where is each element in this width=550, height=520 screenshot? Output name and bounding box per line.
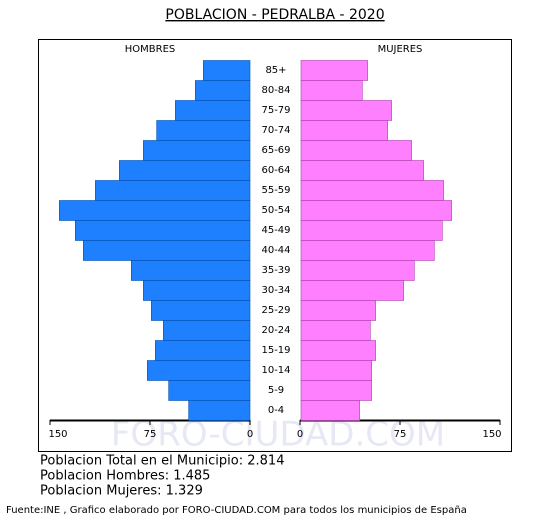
bar-women [300,380,372,401]
age-label: 40-44 [261,245,290,256]
bar-men [188,400,251,421]
bar-men [151,300,251,321]
source: Fuente:INE , Grafico elaborado por FORO-… [6,505,467,516]
bar-men [195,80,251,101]
bar-women [300,160,424,181]
legend-mujeres: MUJERES [378,44,423,55]
legend-hombres: HOMBRES [125,44,176,55]
bar-men [168,380,251,401]
age-label: 5-9 [268,385,284,396]
bar-women [300,120,388,141]
age-label: 55-59 [261,185,290,196]
bar-men [156,120,251,141]
bar-men [95,180,251,201]
x-tick-label: 150 [482,429,501,440]
age-label: 65-69 [261,145,290,156]
chart-title: POBLACION - PEDRALBA - 2020 [165,7,384,23]
age-label: 45-49 [261,225,290,236]
bar-men [203,60,251,81]
bar-women [300,80,363,101]
bar-women [300,100,392,121]
age-label: 60-64 [261,165,290,176]
bar-men [147,360,251,381]
bar-men [175,100,251,121]
bar-women [300,140,412,161]
age-label: 30-34 [261,285,290,296]
age-label: 75-79 [261,105,290,116]
age-label: 85+ [265,65,286,76]
age-label: 25-29 [261,305,290,316]
summary-men: Poblacion Hombres: 1.485 [40,469,210,484]
bar-men [131,260,251,281]
bar-men [155,340,251,361]
age-label: 80-84 [261,85,290,96]
bar-women [300,240,435,261]
bar-women [300,260,415,281]
bar-women [300,200,452,221]
age-label: 0-4 [268,405,284,416]
age-label: 35-39 [261,265,290,276]
bar-men [83,240,251,261]
bar-men [59,200,251,221]
bar-women [300,300,376,321]
bar-women [300,180,444,201]
bar-women [300,360,372,381]
bar-men [143,280,251,301]
x-tick-label: 75 [144,429,157,440]
x-tick-label: 75 [394,429,407,440]
summary-women: Poblacion Mujeres: 1.329 [40,484,203,499]
x-tick-label: 0 [247,429,253,440]
bar-men [75,220,251,241]
age-label: 10-14 [261,365,290,376]
bar-women [300,320,371,341]
summary-total: Poblacion Total en el Municipio: 2.814 [40,454,284,469]
bar-women [300,280,404,301]
age-label: 50-54 [261,205,290,216]
bar-men [119,160,251,181]
bar-women [300,220,443,241]
age-label: 15-19 [261,345,290,356]
age-label: 20-24 [261,325,290,336]
bar-men [163,320,251,341]
bar-women [300,340,376,361]
bar-women [300,400,360,421]
bar-women [300,60,368,81]
x-tick-label: 150 [48,429,67,440]
x-tick-label: 0 [297,429,303,440]
bar-men [143,140,251,161]
age-label: 70-74 [261,125,290,136]
